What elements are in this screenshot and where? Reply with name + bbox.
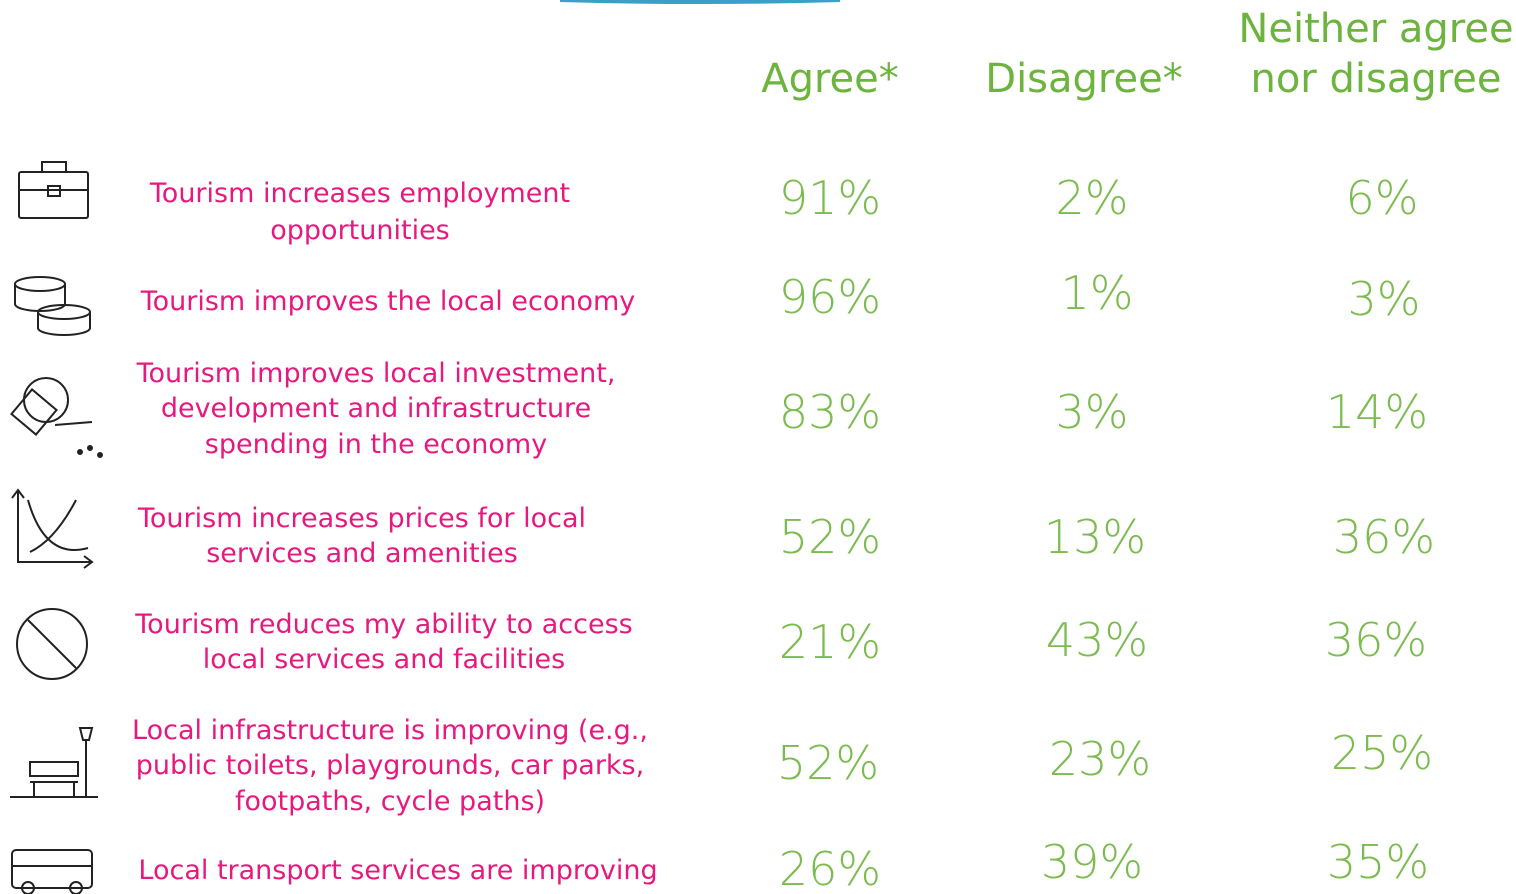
- icon-bench: [10, 727, 98, 798]
- statement: Tourism improves local investment,: [136, 358, 616, 389]
- icon-briefcase: [18, 161, 89, 219]
- statement: development and infrastructure: [161, 393, 591, 424]
- percentage: 3%: [1348, 272, 1421, 326]
- icon-coins: [14, 276, 91, 336]
- statement: spending in the economy: [205, 429, 547, 460]
- percentage: 1%: [1061, 266, 1134, 320]
- percentage: 26%: [779, 842, 881, 894]
- percentage: 2%: [1056, 171, 1129, 225]
- column-header: Neither agree: [1238, 6, 1513, 52]
- percentage: 3%: [1056, 385, 1129, 439]
- percentage: 52%: [779, 510, 881, 564]
- column-header: nor disagree: [1250, 56, 1501, 102]
- statement: public toilets, playgrounds, car parks,: [136, 750, 644, 781]
- percentage: 25%: [1331, 726, 1433, 780]
- percentage: 83%: [779, 385, 881, 439]
- statement: opportunities: [270, 215, 450, 246]
- percentage: 39%: [1041, 835, 1143, 889]
- column-header: Disagree*: [985, 56, 1182, 102]
- percentage: 36%: [1325, 613, 1427, 667]
- percentage: 23%: [1049, 732, 1151, 786]
- column-header: Agree*: [761, 56, 899, 102]
- percentage: 6%: [1346, 171, 1419, 225]
- statement: Tourism reduces my ability to access: [134, 609, 632, 640]
- percentage: 43%: [1046, 613, 1148, 667]
- statement: Tourism improves the local economy: [140, 286, 636, 317]
- icon-bus: [11, 849, 93, 894]
- percentage: 21%: [779, 615, 881, 669]
- percentage: 96%: [779, 270, 881, 324]
- percentage: 52%: [777, 736, 879, 790]
- statement: services and amenities: [206, 538, 518, 569]
- icon-graph: [11, 488, 94, 569]
- icon-watering: [10, 377, 103, 458]
- statement: footpaths, cycle paths): [235, 786, 545, 817]
- icon-no: [16, 608, 88, 680]
- percentage: 36%: [1333, 510, 1435, 564]
- percentage: 13%: [1044, 510, 1146, 564]
- statement: Local transport services are improving: [138, 855, 657, 886]
- statement: local services and facilities: [203, 644, 565, 675]
- decoration: [559, 0, 841, 4]
- percentage: 91%: [779, 171, 881, 225]
- statement: Tourism increases employment: [149, 178, 570, 209]
- statement: Tourism increases prices for local: [137, 503, 586, 534]
- percentage: 14%: [1326, 385, 1428, 439]
- percentage: 35%: [1327, 835, 1429, 889]
- statement: Local infrastructure is improving (e.g.,: [132, 715, 648, 746]
